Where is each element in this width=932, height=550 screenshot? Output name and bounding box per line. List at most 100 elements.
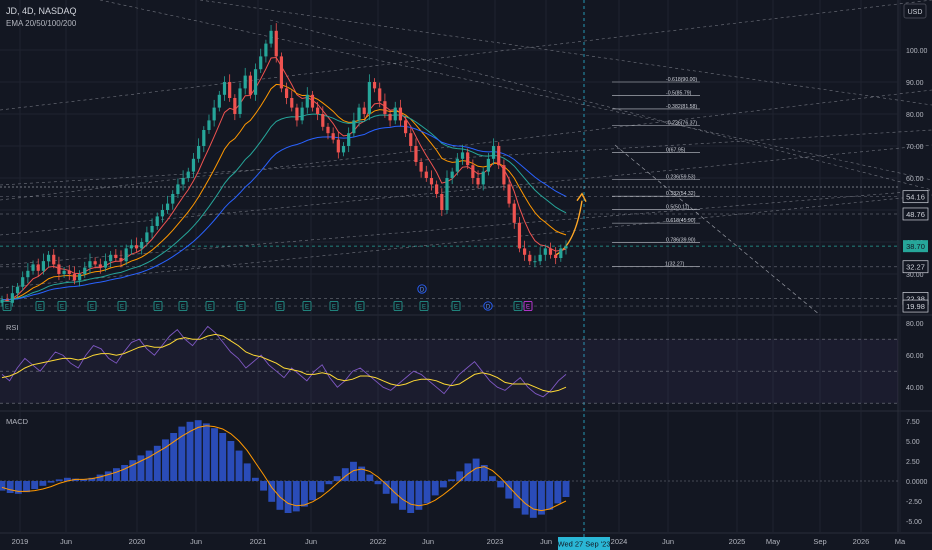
macd-histogram-bar [251,477,259,481]
price-label: 32.27 [906,263,925,272]
trend-line [0,189,932,266]
x-tick-label: Sep [813,537,826,546]
macd-histogram-bar [31,481,39,489]
event-marker-label: E [5,305,9,311]
macd-histogram-bar [14,481,22,494]
time-axis: 2019 Jun 2020 Jun 2021 Jun 2022 Jun 2023 Jun 2024 J… [0,532,932,546]
event-marker-label: E [90,305,94,311]
candle-body [352,120,356,134]
macd-tick-label: 2.50 [906,459,920,466]
event-marker-label: E [422,305,426,311]
trend-line [0,0,932,111]
event-marker-label: E [358,305,362,311]
candle-body [171,194,175,204]
trend-line [0,89,932,201]
candle-body [119,258,123,262]
ema-lines [1,56,567,302]
macd-histogram-bar [23,481,30,493]
candle-body [233,98,237,114]
price-tick-label: 80.00 [906,112,924,119]
candle-body [455,158,459,172]
macd-histogram-bar [153,445,161,481]
event-marker-label: D [420,288,425,294]
event-marker-label: E [239,305,243,311]
macd-histogram-bar [350,461,357,481]
event-marker-label: E [332,305,336,311]
candle-body [15,286,20,294]
x-tick-label: Jun [60,537,72,546]
candle-body [114,254,118,258]
macd-histogram-bar [505,481,513,499]
candle-body [83,267,87,274]
symbol-title[interactable]: JD, 4D, NASDAQ [6,6,77,16]
price-tick-label: 70.00 [906,144,924,151]
rsi-tick-label: 80.00 [906,321,924,328]
macd-histogram-bar [382,481,390,494]
earnings-marker [393,301,403,311]
earnings-marker [275,301,285,311]
macd-histogram-bar [243,463,251,481]
macd-histogram-bar [276,481,284,510]
candle-body [559,248,563,258]
dividend-marker [483,301,493,311]
candle-body [523,248,527,255]
earnings-marker [355,301,365,311]
candle-body [497,146,501,166]
ema-legend[interactable]: EMA 20/50/100/200 [6,19,77,28]
macd-histogram-bar [104,471,112,481]
fib-level-label: -0.618(90.00) [666,77,697,83]
candle-body [181,178,185,185]
price-label: 22.38 [906,294,925,303]
price-label: 38.70 [906,242,925,251]
macd-histogram-bar [554,481,562,504]
candle-body [46,254,51,262]
x-tick-label: May [766,537,780,546]
macd-histogram-bar [472,458,480,481]
price-label: 19.98 [906,302,925,311]
trend-line [0,144,932,236]
macd-histogram-bar [546,481,554,510]
earnings-marker [236,301,246,311]
currency-button[interactable] [903,3,927,19]
macd-histogram-bar [407,481,415,513]
candle-body [284,88,289,98]
macd-histogram-bar [317,481,325,493]
candle-body [554,254,558,258]
candle-body [243,75,247,89]
currency-label: USD [908,9,923,16]
candle-body [279,56,284,89]
macd-histogram-bar [309,481,317,501]
candle-body [409,133,413,146]
candle-body [88,261,92,268]
price-label-box [903,240,928,253]
x-tick-label: Jun [305,537,317,546]
macd-histogram-bar [489,476,496,481]
candle-body [36,264,40,271]
earnings-marker [153,301,163,311]
candle-body [564,246,568,249]
candle-body [160,210,165,217]
candle-body [341,146,346,153]
macd-histogram-bar [301,481,308,507]
macd-histogram-bar [448,479,455,481]
x-tick-label: 2019 [12,537,29,546]
candle-body [331,133,335,140]
event-marker-label: D [486,305,491,311]
candle-body [217,94,221,108]
earnings-marker [117,301,127,311]
x-tick-label: 2024 [611,537,628,546]
macd-histogram-bar [538,481,545,515]
candle-body [538,254,542,262]
price-tick-label: 60.00 [906,176,924,183]
ema-line-ema100 [1,113,567,301]
projection-arrow [555,200,583,256]
candle-body [52,254,56,265]
rsi-ma-line [1,333,567,393]
earnings-marker [35,301,45,311]
candle-body [145,232,149,242]
candle-body [186,171,190,178]
macd-histogram-bar [121,465,129,481]
fib-level-label: -0.382(81.58) [666,104,697,110]
macd-histogram-bar [145,450,153,481]
